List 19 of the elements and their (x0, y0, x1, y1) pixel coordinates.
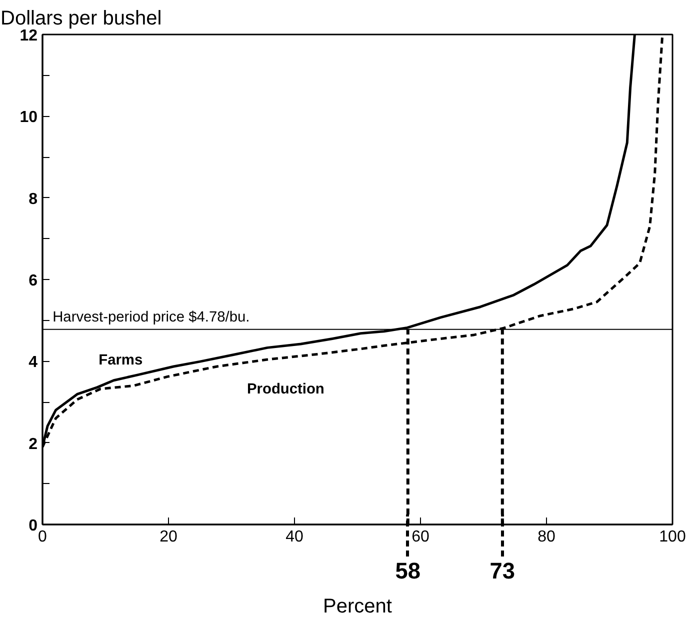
y-tick-label: 6 (28, 272, 38, 290)
y-tick-label: 2 (28, 436, 38, 453)
series-label: Farms (98, 352, 143, 368)
x-tick-label: 20 (160, 528, 178, 546)
ref-line-label: Harvest-period price $4.78/bu. (52, 309, 250, 326)
y-tick-label: 12 (20, 28, 38, 44)
x-tick-label: 40 (286, 528, 304, 546)
y-tick-label: 4 (28, 354, 38, 372)
x-tick-label: 80 (538, 528, 556, 546)
y-tick-label: 8 (28, 190, 38, 208)
x-tick-label: 100 (659, 528, 686, 546)
y-tick-label: 0 (28, 518, 38, 534)
x-tick-label: 60 (412, 528, 430, 546)
ref-line-label: 73 (490, 558, 516, 584)
y-tick-label: 10 (20, 109, 38, 126)
ref-line-label: 58 (395, 558, 421, 584)
x-axis-title: Percent (323, 596, 392, 618)
series-label: Production (247, 381, 324, 398)
y-axis-title: Dollars per bushel (0, 8, 162, 30)
